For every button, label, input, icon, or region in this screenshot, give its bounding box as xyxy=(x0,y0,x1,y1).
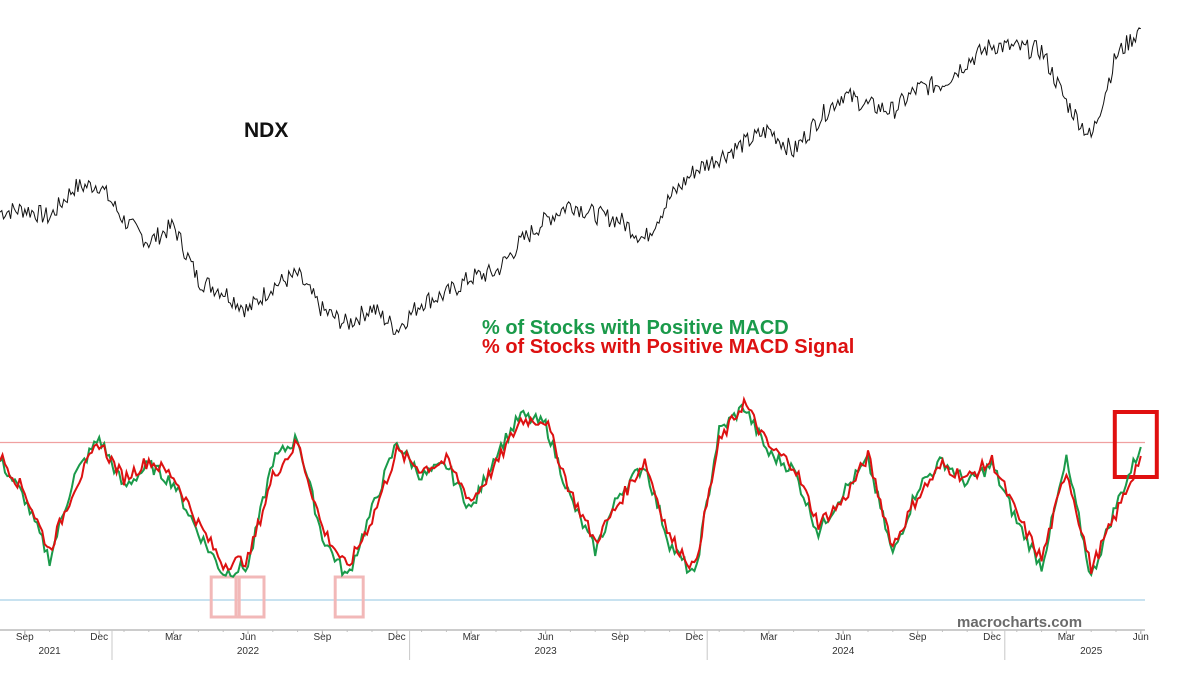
macd-signal-line xyxy=(0,395,1142,575)
reference-lines xyxy=(0,441,1145,601)
month-tick-label-3: Jun xyxy=(240,632,256,643)
month-tick-label-5: Dec xyxy=(388,632,406,643)
month-tick-label-7: Jun xyxy=(538,632,554,643)
year-label-3: 2024 xyxy=(832,646,855,657)
month-tick-label-6: Mar xyxy=(463,632,481,643)
ndx-line xyxy=(0,27,1142,335)
month-tick-label-2: Mar xyxy=(165,632,183,643)
month-tick-label-1: Dec xyxy=(90,632,108,643)
highlight-box-past-0 xyxy=(209,575,241,619)
x-axis: Sep Dec Mar Jun Sep Dec Mar Jun Sep Dec Mar Jun Sep D… xyxy=(0,629,1149,660)
bottom-panel xyxy=(0,395,1159,619)
oscillator-lines xyxy=(0,395,1142,578)
highlight-box-past-2 xyxy=(333,575,365,619)
macd-line xyxy=(0,403,1142,578)
highlight-boxes xyxy=(209,410,1159,619)
legend: % of Stocks with Positive MACD % of Stoc… xyxy=(482,317,854,358)
month-tick-label-0: Sep xyxy=(16,632,34,643)
month-tick-label-13: Dec xyxy=(983,632,1001,643)
month-tick-label-8: Sep xyxy=(611,632,629,643)
year-label-0: 2021 xyxy=(38,646,61,657)
watermark: macrocharts.com xyxy=(957,614,1082,631)
year-label-2: 2023 xyxy=(534,646,557,657)
x-axis-ticks: Sep Dec Mar Jun Sep Dec Mar Jun Sep Dec Mar Jun Sep D… xyxy=(16,630,1149,660)
year-label-1: 2022 xyxy=(237,646,260,657)
highlight-box-past-1 xyxy=(234,575,266,619)
top-panel: NDX xyxy=(0,27,1142,335)
month-tick-label-4: Sep xyxy=(314,632,332,643)
month-tick-label-11: Jun xyxy=(835,632,851,643)
month-tick-label-12: Sep xyxy=(909,632,927,643)
ndx-line-group xyxy=(0,27,1142,335)
highlight-box-recent xyxy=(1112,410,1159,479)
month-tick-label-14: Mar xyxy=(1058,632,1076,643)
legend-macd-signal: % of Stocks with Positive MACD Signal xyxy=(482,336,854,358)
month-tick-label-9: Dec xyxy=(686,632,704,643)
legend-macd: % of Stocks with Positive MACD xyxy=(482,317,789,339)
year-label-4: 2025 xyxy=(1080,646,1103,657)
month-tick-label-15: Jun xyxy=(1133,632,1149,643)
month-tick-label-10: Mar xyxy=(760,632,778,643)
ndx-label: NDX xyxy=(244,119,288,142)
